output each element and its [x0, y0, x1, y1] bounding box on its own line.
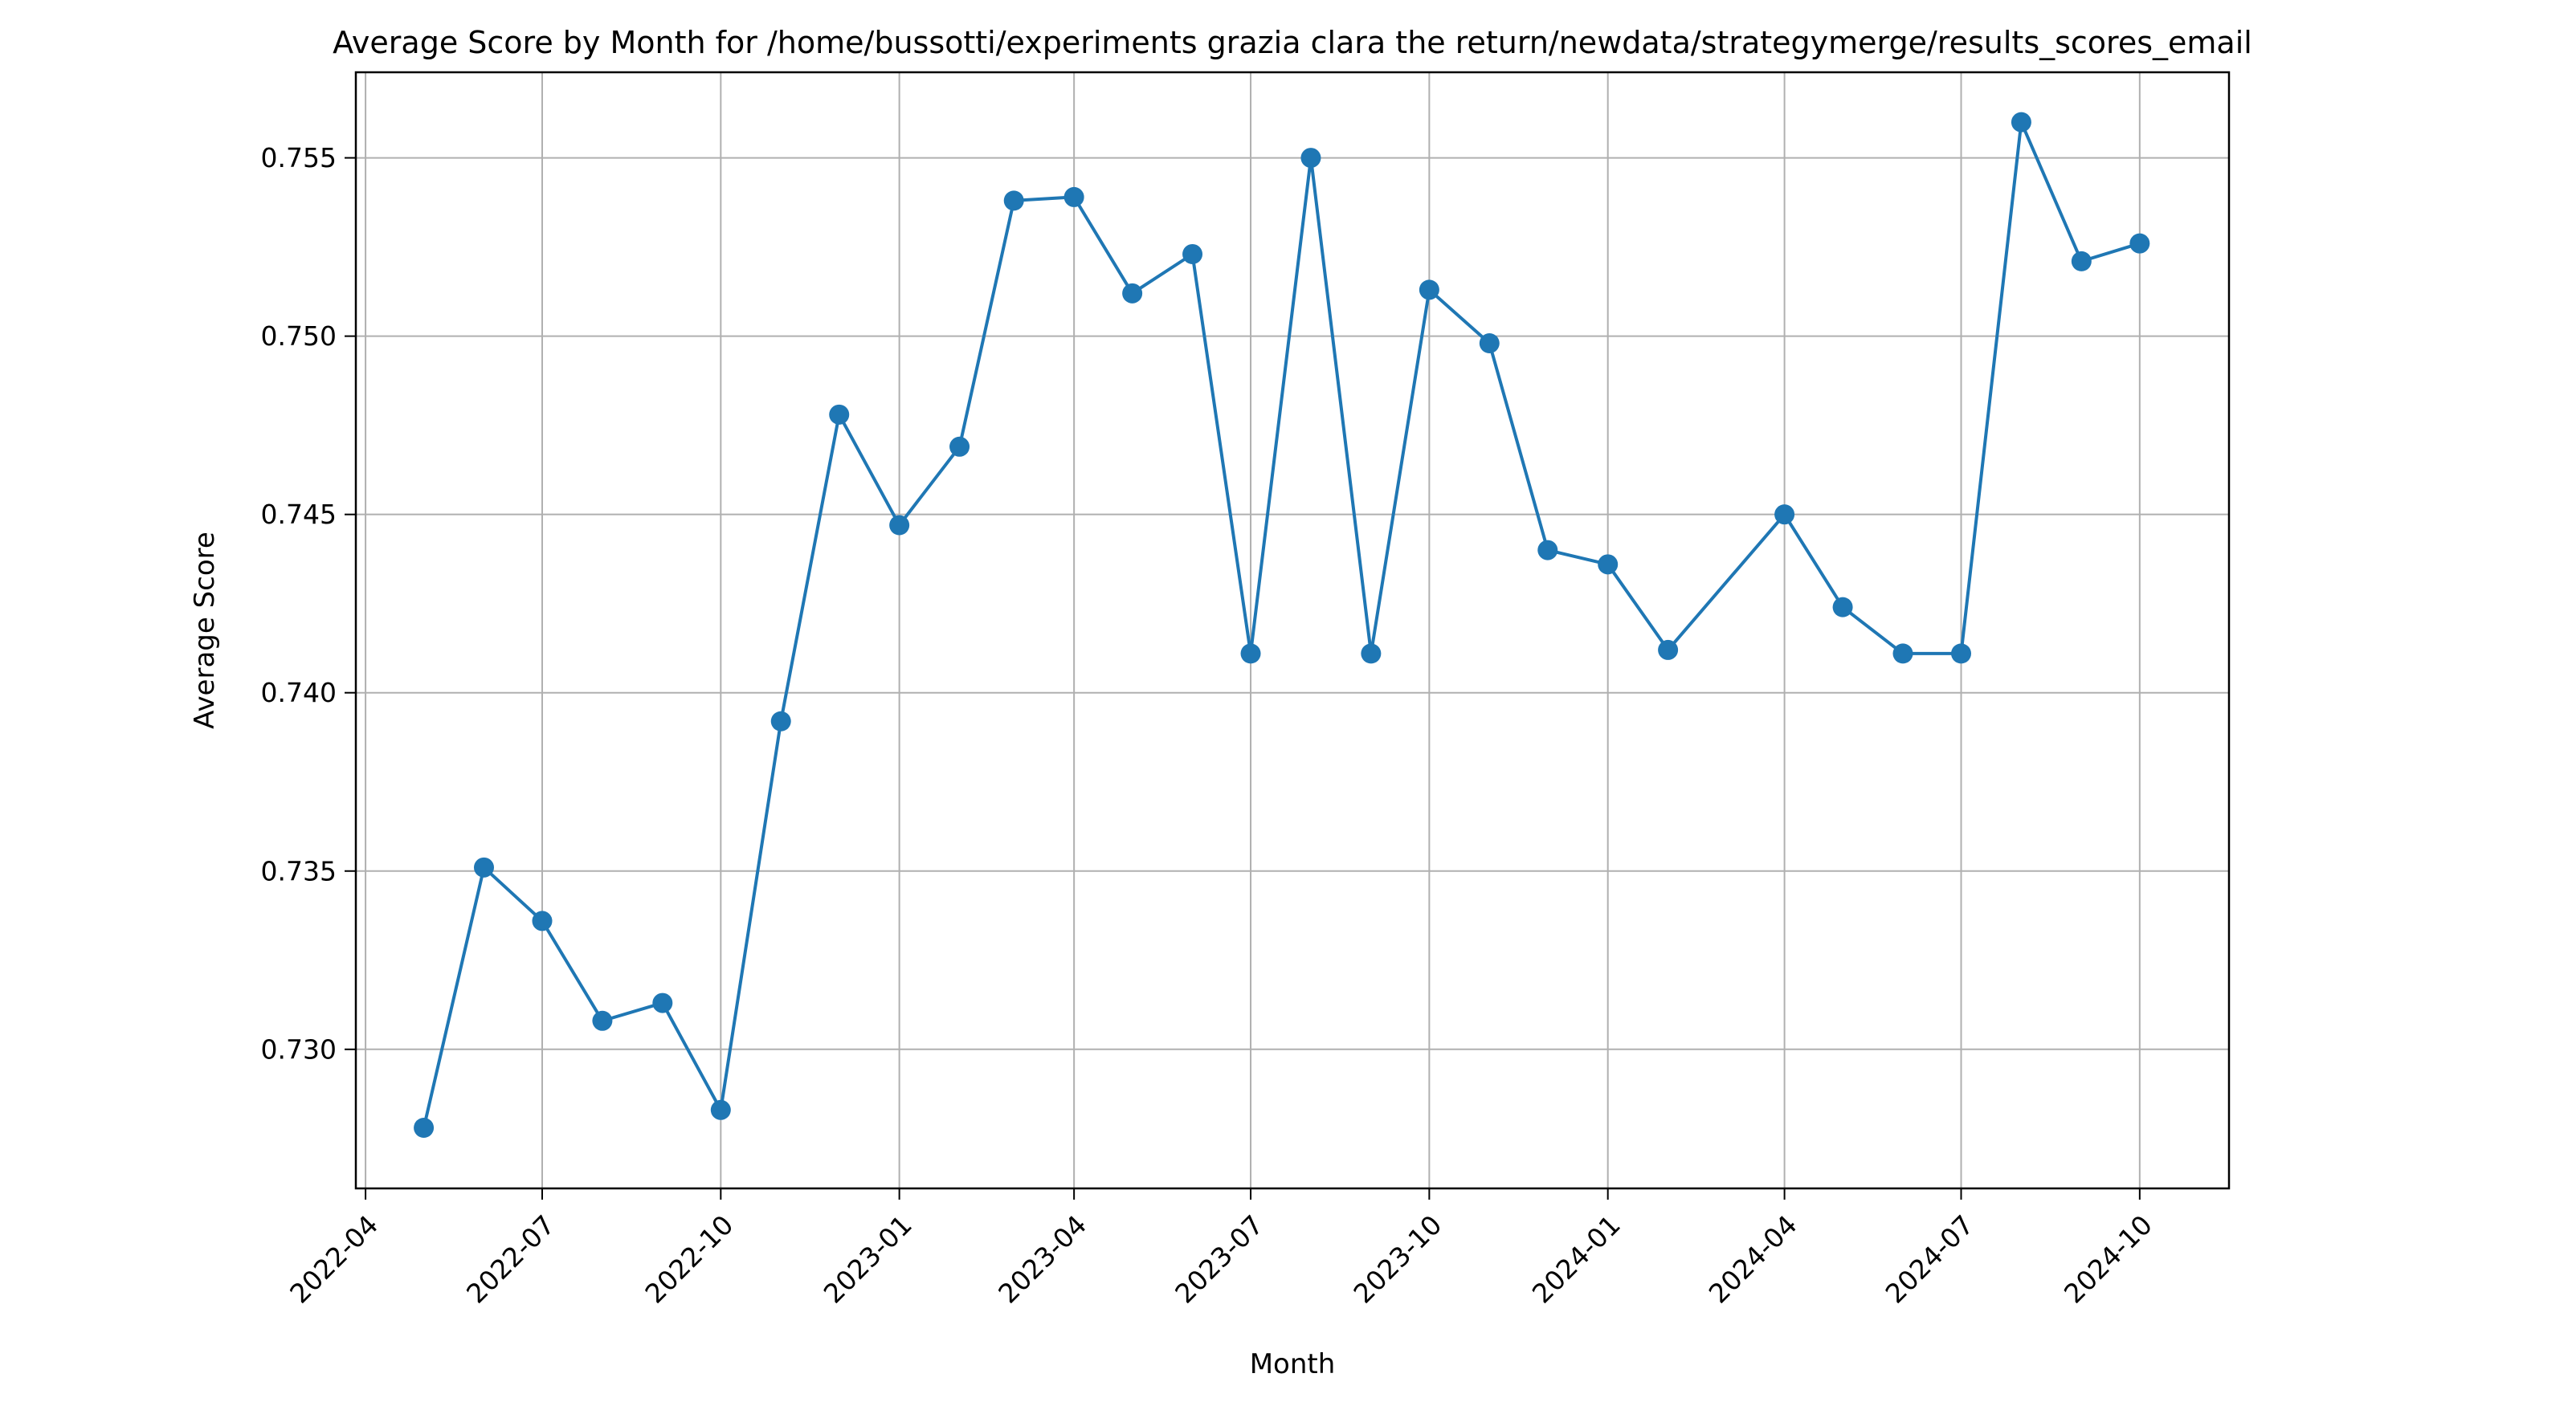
data-point — [1832, 597, 1853, 617]
y-tick-label: 0.750 — [261, 320, 337, 352]
y-tick-label: 0.755 — [261, 142, 337, 173]
data-point — [1479, 333, 1500, 354]
data-point — [652, 992, 673, 1013]
data-point — [1240, 643, 1261, 664]
data-point — [1537, 540, 1558, 560]
data-point — [1361, 643, 1382, 664]
y-axis-label: Average Score — [189, 532, 221, 729]
data-point — [1419, 279, 1439, 300]
data-point — [1300, 148, 1321, 169]
data-point — [1774, 504, 1795, 525]
plot-frame — [354, 71, 2231, 1190]
data-point — [710, 1099, 731, 1120]
data-point — [1063, 186, 1084, 207]
data-point — [1951, 643, 1972, 664]
data-point — [2011, 112, 2031, 132]
data-point — [592, 1010, 613, 1031]
data-point — [2129, 233, 2150, 254]
data-point — [2071, 251, 2092, 271]
data-point — [829, 404, 850, 425]
data-point — [414, 1118, 435, 1139]
grid-lines — [356, 72, 2229, 1188]
data-point — [1658, 639, 1679, 660]
chart-title: Average Score by Month for /home/bussott… — [333, 25, 2252, 60]
y-tick-label: 0.735 — [261, 855, 337, 886]
data-point — [1598, 554, 1619, 575]
data-point — [1892, 643, 1913, 664]
data-point — [1182, 243, 1203, 264]
y-tick-label: 0.730 — [261, 1033, 337, 1065]
y-tick-label: 0.740 — [261, 677, 337, 708]
data-point — [473, 857, 494, 878]
y-tick-label: 0.745 — [261, 499, 337, 530]
data-series — [414, 112, 2150, 1139]
data-point — [532, 911, 553, 931]
x-axis-label: Month — [1250, 1348, 1336, 1380]
data-point — [1122, 283, 1143, 304]
data-point — [770, 711, 791, 732]
data-point — [949, 436, 970, 457]
data-point — [1003, 190, 1024, 211]
data-point — [889, 515, 910, 536]
